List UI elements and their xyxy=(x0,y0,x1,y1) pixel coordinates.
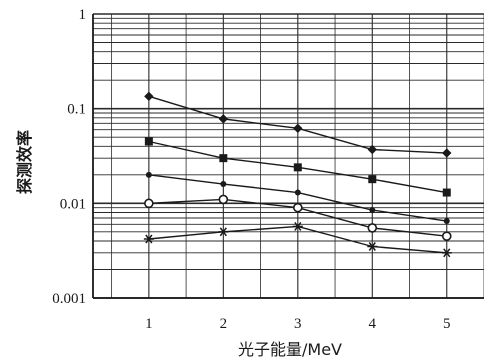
data-point-diamond xyxy=(367,144,377,155)
y-axis-title: 探测效率 xyxy=(15,130,34,194)
grid xyxy=(93,13,484,299)
data-point-diamond xyxy=(144,91,154,102)
data-point-asterisk-stroke xyxy=(294,221,302,231)
tick-labels: 1 2 3 4 5 0.001 0.01 0.1 1 xyxy=(52,7,450,332)
series-diamond xyxy=(144,91,452,158)
data-point-dot xyxy=(369,207,376,214)
data-point-diamond xyxy=(442,148,452,158)
data-point-diamond xyxy=(293,123,303,134)
axes xyxy=(92,14,484,299)
data-point-circle xyxy=(144,198,154,209)
data-point-dot xyxy=(294,189,301,196)
x-axis-title: 光子能量/MeV xyxy=(238,340,342,359)
x-tick-label: 5 xyxy=(443,316,451,332)
data-point-square xyxy=(144,137,153,146)
data-point-asterisk-stroke xyxy=(219,227,227,237)
series-asterisk xyxy=(143,221,452,258)
data-point-dot xyxy=(220,181,227,188)
data-point-circle xyxy=(367,223,378,233)
data-point-diamond xyxy=(218,114,229,124)
x-tick-label: 2 xyxy=(220,316,228,332)
x-tick-label: 3 xyxy=(294,316,302,332)
series-group xyxy=(143,91,452,258)
data-point-square xyxy=(219,154,228,163)
data-point-asterisk-stroke xyxy=(368,242,376,251)
y-tick-label: 0.1 xyxy=(67,102,86,118)
data-point-dot xyxy=(145,171,152,178)
x-tick-label: 4 xyxy=(369,316,377,332)
data-point-asterisk-stroke xyxy=(145,234,153,244)
data-point-asterisk-stroke xyxy=(443,248,451,258)
series-dot xyxy=(145,171,450,225)
y-tick-label: 0.01 xyxy=(60,196,86,212)
data-point-dot xyxy=(443,218,450,225)
x-tick-label: 1 xyxy=(145,316,153,332)
series-square xyxy=(144,137,451,197)
data-point-circle xyxy=(218,194,229,205)
data-point-square xyxy=(368,175,377,184)
data-point-square xyxy=(293,163,302,172)
data-point-square xyxy=(442,188,451,197)
data-point-circle xyxy=(293,202,303,213)
series-circle xyxy=(144,194,452,241)
y-tick-label: 1 xyxy=(79,7,87,23)
y-tick-label: 0.001 xyxy=(52,291,86,307)
data-point-circle xyxy=(441,231,452,241)
